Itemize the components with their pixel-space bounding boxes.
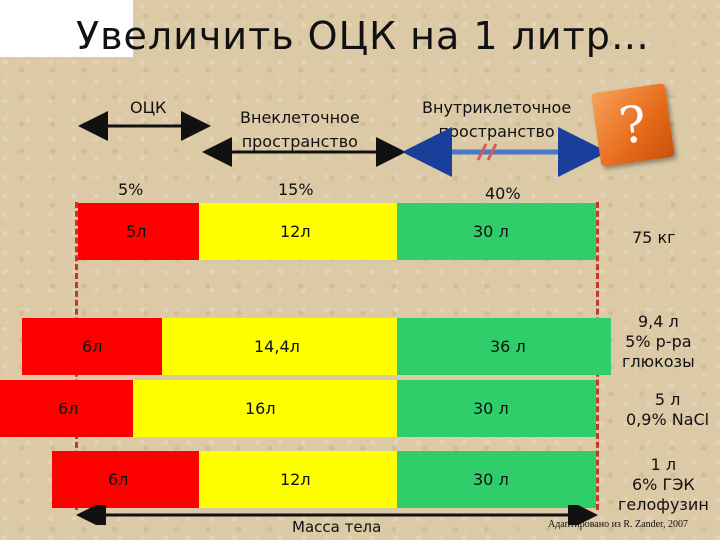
row4-yellow-label: 12л	[280, 470, 311, 489]
intracellular-line1: Внутриклеточное	[422, 98, 572, 117]
row4-red-label: 6л	[108, 470, 129, 489]
row3-side-line1: 5 л	[654, 390, 681, 409]
row1-green-label: 30 л	[473, 222, 509, 241]
row2-green-bar	[397, 318, 611, 375]
row1-green-bar	[397, 203, 596, 260]
row2-yellow-label: 14,4л	[254, 337, 300, 356]
body-mass-label: Масса тела	[292, 518, 382, 536]
intracellular-arrow-break	[486, 143, 498, 161]
pct-intracellular: 40%	[485, 184, 521, 203]
row1-side-line1: 75 кг	[632, 228, 676, 247]
row3-green-bar	[397, 380, 596, 437]
body-mass-arrow	[76, 505, 598, 525]
row3-red-label: 6л	[58, 399, 79, 418]
row4-yellow-bar	[199, 451, 397, 508]
row3-yellow-bar	[133, 380, 397, 437]
row2-yellow-bar	[162, 318, 397, 375]
slide-title: Увеличить ОЦК на 1 литр…	[76, 14, 650, 58]
corner-white-box	[0, 0, 133, 57]
row1-red-label: 5л	[126, 222, 147, 241]
row4-red-bar	[52, 451, 199, 508]
row4-side-line3: гелофузин	[618, 495, 709, 514]
pct-otsk: 5%	[118, 180, 144, 199]
row2-side-note: 9,4 л 5% р-ра глюкозы	[622, 312, 695, 372]
intracellular-arrow-break	[476, 143, 488, 161]
row2-side-line3: глюкозы	[622, 352, 695, 371]
row3-side-note: 5 л 0,9% NaCl	[626, 390, 709, 430]
row1-red-bar	[78, 203, 199, 260]
credit-text: Адаптировано из R. Zander, 2007	[548, 519, 688, 530]
row1-side-note: 75 кг	[632, 228, 676, 248]
row4-green-bar	[397, 451, 596, 508]
row4-green-label: 30 л	[473, 470, 509, 489]
row4-side-line1: 1 л	[650, 455, 677, 474]
row3-yellow-label: 16л	[245, 399, 276, 418]
question-mark-icon: ?	[591, 83, 675, 167]
row4-side-note: 1 л 6% ГЭК гелофузин	[618, 455, 709, 515]
row3-side-line2: 0,9% NaCl	[626, 410, 710, 429]
row1-yellow-label: 12л	[280, 222, 311, 241]
row3-red-bar	[0, 380, 133, 437]
row2-side-line1: 9,4 л	[637, 312, 679, 331]
row2-side-line2: 5% р-ра	[625, 332, 692, 351]
extracellular-line1: Внеклеточное	[240, 108, 360, 127]
row2-red-label: 6л	[82, 337, 103, 356]
row2-red-bar	[22, 318, 162, 375]
header-arrows	[78, 111, 608, 177]
pct-extracellular: 15%	[278, 180, 314, 199]
row1-yellow-bar	[199, 203, 397, 260]
row4-side-line2: 6% ГЭК	[632, 475, 695, 494]
row2-green-label: 36 л	[490, 337, 526, 356]
row3-green-label: 30 л	[473, 399, 509, 418]
